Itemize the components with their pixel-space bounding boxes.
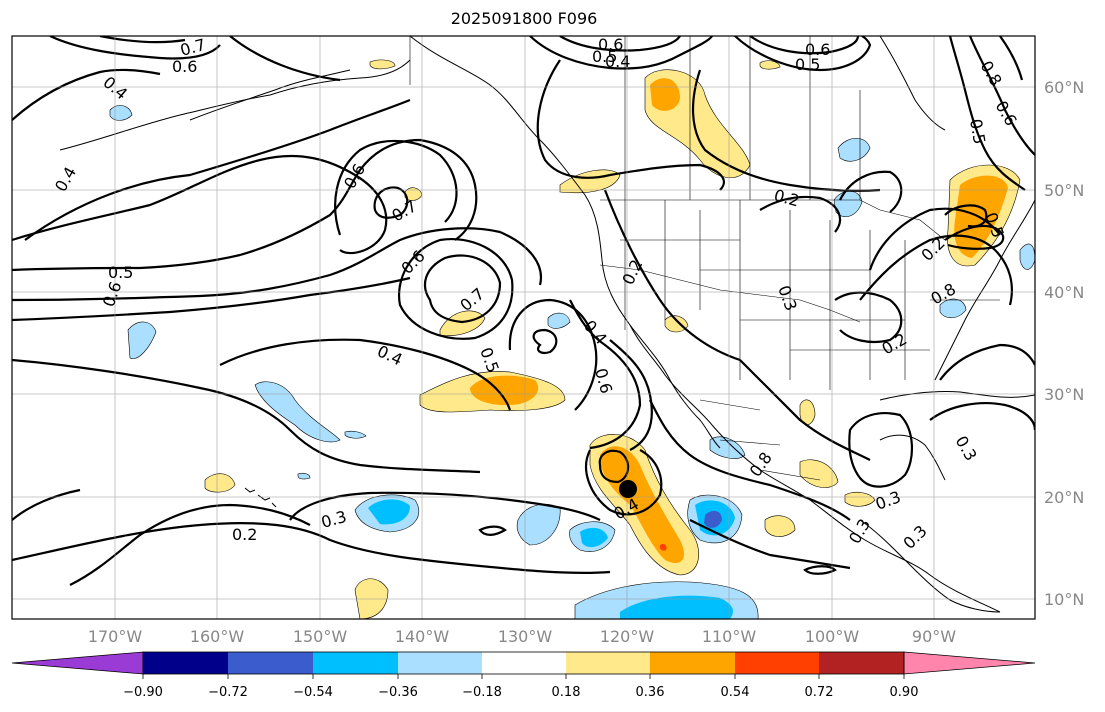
colorbar-tick-label: 0.90	[890, 685, 919, 700]
lat-axis: 10°N 20°N 30°N 40°N 50°N 60°N	[1044, 78, 1084, 609]
coastline-alaska	[59, 59, 411, 151]
colorbar-tick-label: −0.18	[462, 685, 502, 700]
shade-positive-core	[470, 375, 539, 406]
colorbar-segment	[735, 652, 819, 674]
map-title: 2025091800 F096	[450, 9, 598, 28]
map-frame	[11, 35, 1036, 620]
lon-tick-label: 140°W	[395, 627, 450, 646]
shade-negative	[709, 436, 746, 459]
map-panel: 0.7 0.6 0.4 0.4 0.6 0.7 0.5 0.6 0.6 0.7 …	[11, 35, 1036, 620]
storm-center-marker	[619, 480, 637, 498]
shade-negative-core	[368, 499, 410, 525]
shade-negative-core	[620, 595, 733, 619]
colorbar-tick-label: 0.36	[636, 685, 665, 700]
colorbar-tick-label: −0.54	[293, 685, 333, 700]
shade-positive-core	[600, 446, 685, 564]
coastline-yucatan	[879, 434, 946, 481]
lon-tick-label: 110°W	[702, 627, 757, 646]
shade-positive	[759, 60, 781, 70]
shade-positive	[369, 59, 396, 70]
shade-negative	[1019, 243, 1035, 270]
contour-label: 0.6	[598, 35, 623, 54]
shade-negative	[939, 298, 967, 319]
coastline-gulf	[879, 391, 1035, 401]
colorbar-tick-label: −0.72	[208, 685, 248, 700]
lon-tick-label: 100°W	[805, 627, 860, 646]
colorbar-tick-label: 0.18	[552, 685, 581, 700]
state-lines	[620, 200, 1000, 390]
shade-positive	[844, 491, 876, 507]
contours	[12, 36, 1035, 586]
lat-tick-label: 20°N	[1044, 488, 1084, 507]
colorbar-segment	[398, 652, 482, 674]
coastline-hudson	[879, 36, 946, 131]
colorbar-segment	[143, 652, 228, 674]
colorbar-segment	[566, 652, 650, 674]
shade-negative	[344, 430, 367, 439]
contour-label: 0.7	[178, 35, 208, 60]
colorbar-extend-high	[903, 651, 1036, 675]
lon-tick-label: 130°W	[498, 627, 553, 646]
shaded-anomalies	[109, 59, 1035, 619]
contour-label: 0.6	[805, 40, 830, 59]
mexico-states	[699, 399, 821, 481]
colorbar-segment	[482, 652, 566, 674]
coastline-central-america	[859, 519, 1001, 613]
shade-negative-core	[580, 527, 608, 548]
lat-tick-label: 50°N	[1044, 181, 1084, 200]
colorbar-extend-low	[11, 651, 144, 675]
colorbar-segment	[650, 652, 735, 674]
contour-label: 0.6	[172, 57, 197, 76]
contour-label: 0.5	[108, 263, 133, 282]
lon-tick-label: 150°W	[293, 627, 348, 646]
colorbar-tick-label: −0.36	[378, 685, 418, 700]
lat-tick-label: 30°N	[1044, 385, 1084, 404]
lon-tick-label: 120°W	[600, 627, 655, 646]
shade-negative	[297, 472, 311, 480]
shade-positive-core	[650, 78, 680, 111]
contour-label: 0.5	[592, 47, 617, 66]
shade-negative	[127, 321, 157, 359]
gridlines	[12, 36, 1035, 619]
lon-tick-label: 160°W	[190, 627, 245, 646]
shade-negative	[547, 312, 571, 329]
contour-label: 0.5	[966, 117, 989, 145]
coastline-east	[934, 199, 1035, 381]
shade-negative	[109, 105, 133, 121]
shade-positive	[764, 515, 796, 537]
contour-label: 0.5	[795, 55, 820, 74]
shade-positive	[204, 473, 236, 493]
lat-tick-label: 10°N	[1044, 590, 1084, 609]
colorbar-tick-label: −0.90	[123, 685, 163, 700]
colorbar-segment	[228, 652, 313, 674]
colorbar-tick-label: 0.72	[805, 685, 834, 700]
coastline-baja	[629, 324, 721, 449]
contour-label: 0.2	[232, 525, 257, 544]
shade-positive	[439, 310, 486, 336]
lat-tick-label: 40°N	[1044, 283, 1084, 302]
shade-strong-positive	[659, 543, 667, 551]
colorbar-tick-label: 0.54	[721, 685, 750, 700]
colorbar: −0.90 −0.72 −0.54 −0.36 −0.18 0.18 0.36 …	[11, 651, 1036, 700]
colorbar-segment	[819, 652, 904, 674]
shade-negative	[516, 504, 561, 546]
contour-label: 0.4	[605, 52, 630, 71]
colorbar-segment	[313, 652, 398, 674]
shade-negative-deep	[704, 510, 722, 528]
lon-tick-label: 170°W	[88, 627, 143, 646]
lon-tick-label: 90°W	[912, 627, 956, 646]
shade-negative	[837, 137, 871, 162]
province-lines	[624, 36, 861, 200]
lon-axis: 170°W 160°W 150°W 140°W 130°W 120°W 110°…	[88, 627, 956, 646]
shade-negative	[254, 381, 341, 443]
shade-positive	[799, 459, 839, 488]
lat-tick-label: 60°N	[1044, 78, 1084, 97]
coastline-alaska-south	[189, 69, 351, 121]
